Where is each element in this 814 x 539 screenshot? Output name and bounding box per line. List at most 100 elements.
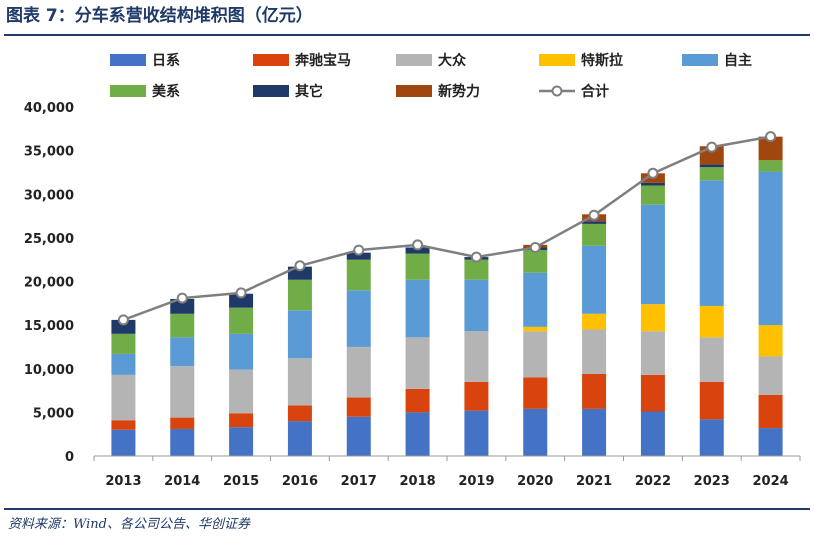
legend-swatch <box>253 54 289 66</box>
bar-segment <box>582 223 607 246</box>
bar-segment <box>758 356 783 395</box>
bar-segment <box>111 374 136 421</box>
legend-label: 美系 <box>152 83 180 100</box>
total-point <box>588 209 600 221</box>
bar-segment <box>699 164 724 168</box>
y-tick-label: 15,000 <box>24 319 74 334</box>
bars <box>111 136 783 456</box>
bar-segment <box>640 304 665 332</box>
x-axis: 2013 2014 2015 2016 2017 2018 2019 2020 2021 2022… <box>93 455 801 489</box>
total-point <box>706 141 718 153</box>
legend-item: 自主 <box>682 52 752 69</box>
bar-segment <box>464 279 489 332</box>
bar-segment <box>640 185 665 205</box>
bar-segment <box>699 337 724 382</box>
total-point <box>765 131 777 143</box>
bar-segment <box>523 250 548 273</box>
bar-segment <box>582 373 607 409</box>
bar-segment <box>229 427 254 456</box>
total-point <box>353 244 365 256</box>
bar-segment <box>640 374 665 412</box>
total-point <box>235 287 247 299</box>
bar-segment <box>287 266 312 280</box>
bar-segment <box>758 160 783 172</box>
bar-segment <box>346 252 371 260</box>
bar-segment <box>346 397 371 417</box>
bar-segment <box>582 245 607 314</box>
x-tick-label: 2015 <box>223 474 259 489</box>
legend-label: 奔驰宝马 <box>294 52 351 69</box>
bar-segment <box>464 259 489 280</box>
bar-segment <box>170 298 195 314</box>
bar-segment <box>640 204 665 305</box>
legend-label: 大众 <box>438 52 466 69</box>
bar-segment <box>640 331 665 375</box>
legend-swatch <box>396 54 432 66</box>
bar-segment <box>229 293 254 308</box>
title-rule <box>4 34 810 36</box>
y-tick-label: 25,000 <box>24 232 74 247</box>
legend-label: 特斯拉 <box>581 52 623 69</box>
legend-item: 新势力 <box>396 83 480 100</box>
footer-rule <box>4 508 810 510</box>
bar-segment <box>405 247 430 254</box>
legend-item: 特斯拉 <box>539 52 623 69</box>
total-point <box>294 260 306 272</box>
bar-segment <box>699 305 724 338</box>
total-point <box>470 251 482 263</box>
x-tick-label: 2017 <box>341 474 377 489</box>
total-point <box>176 292 188 304</box>
bar-segment <box>758 428 783 456</box>
legend-swatch <box>253 85 289 97</box>
legend-item: 其它 <box>253 83 323 100</box>
x-tick-label: 2014 <box>164 474 200 489</box>
legend-label: 合计 <box>581 83 609 100</box>
total-point <box>647 167 659 179</box>
y-tick-label: 10,000 <box>24 363 74 378</box>
legend-item: 奔驰宝马 <box>253 52 351 69</box>
y-tick-label: 5,000 <box>33 406 74 421</box>
bar-segment <box>523 272 548 327</box>
bar-segment <box>287 279 312 311</box>
bar-segment <box>170 313 195 338</box>
bar-segment <box>346 416 371 456</box>
bar-segment <box>758 136 783 161</box>
bar-segment <box>111 429 136 456</box>
bar-segment <box>699 180 724 306</box>
bar-segment <box>523 331 548 378</box>
x-tick-label: 2016 <box>282 474 318 489</box>
bar-segment <box>582 221 607 224</box>
bar-segment <box>405 253 430 280</box>
bar-segment <box>758 325 783 357</box>
y-tick-label: 30,000 <box>24 188 74 203</box>
bar-segment <box>170 417 195 429</box>
x-tick-label: 2013 <box>105 474 141 489</box>
legend-swatch <box>110 85 146 97</box>
x-tick-label: 2020 <box>517 474 553 489</box>
bar-segment <box>170 366 195 418</box>
bar-segment <box>287 421 312 456</box>
chart-title: 图表 7：分车系营收结构堆积图（亿元） <box>6 6 313 26</box>
bar-segment <box>111 333 136 354</box>
bar-segment <box>229 333 254 370</box>
x-tick-label: 2023 <box>694 474 730 489</box>
bar-segment <box>287 358 312 406</box>
bar-segment <box>111 353 136 375</box>
total-line-path <box>122 135 771 322</box>
legend-item: 美系 <box>110 83 180 100</box>
total-point <box>117 314 129 326</box>
legend-swatch <box>110 54 146 66</box>
total-point <box>412 239 424 251</box>
bar-segment <box>170 337 195 367</box>
bar-segment <box>229 413 254 428</box>
bar-segment <box>346 259 371 291</box>
bar-segment <box>582 329 607 374</box>
y-tick-label: 40,000 <box>24 101 74 116</box>
bar-segment <box>523 326 548 332</box>
bar-segment <box>346 346 371 398</box>
legend-swatch-marker <box>551 85 563 97</box>
x-tick-label: 2019 <box>458 474 494 489</box>
bar-segment <box>582 408 607 456</box>
